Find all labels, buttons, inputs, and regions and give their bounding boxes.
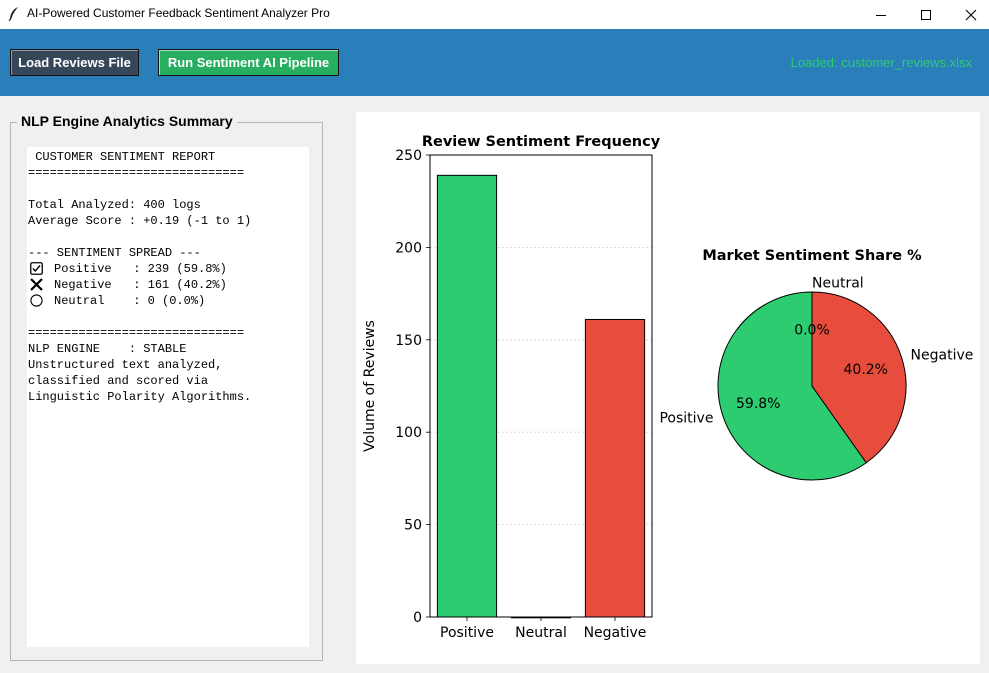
- report-line: ==============================: [28, 165, 309, 181]
- pie-slice-positive: [717, 291, 867, 481]
- summary-report-text[interactable]: CUSTOMER SENTIMENT REPORT ===============…: [27, 147, 309, 647]
- circle-icon: [28, 293, 44, 309]
- status-label: Loaded: customer_reviews.xlsx: [790, 55, 972, 70]
- report-line: ==============================: [28, 325, 309, 341]
- report-line-text: CUSTOMER SENTIMENT REPORT: [28, 150, 216, 164]
- report-line: Unstructured text analyzed,: [28, 357, 309, 373]
- report-line: Total Analyzed: 400 logs: [28, 197, 309, 213]
- summary-frame-title: NLP Engine Analytics Summary: [17, 113, 237, 129]
- report-line-text: ==============================: [28, 326, 245, 340]
- report-line-text: [28, 309, 35, 325]
- load-reviews-button[interactable]: Load Reviews File: [10, 49, 139, 76]
- minimize-icon: [876, 14, 886, 16]
- bar-axes-frame: [429, 154, 653, 618]
- pie-label: Neutral: [812, 276, 864, 292]
- y-tick-label: 200: [395, 240, 422, 256]
- report-line: NLP ENGINE : STABLE: [28, 341, 309, 357]
- pie-pct-label: 0.0%: [794, 323, 830, 339]
- report-line-text: ==============================: [28, 166, 245, 180]
- cross-icon: [28, 277, 44, 293]
- run-pipeline-button[interactable]: Run Sentiment AI Pipeline: [158, 49, 339, 76]
- report-line-text: Unstructured text analyzed,: [28, 358, 223, 372]
- y-tick-label: 0: [413, 610, 422, 626]
- bar-chart-title: Review Sentiment Frequency: [422, 134, 661, 150]
- report-line: [28, 309, 309, 325]
- x-tick-label: Neutral: [515, 625, 567, 641]
- report-line-text: [28, 229, 35, 245]
- report-line-text: Negative : 161 (40.2%): [54, 278, 227, 292]
- x-tick-label: Positive: [440, 625, 494, 641]
- report-line-text: classified and scored via: [28, 374, 209, 388]
- report-line: Positive : 239 (59.8%): [28, 261, 309, 277]
- y-tick-label: 250: [395, 148, 422, 164]
- pie-label: Negative: [911, 348, 974, 364]
- window-title: AI-Powered Customer Feedback Sentiment A…: [27, 6, 330, 20]
- report-line: Negative : 161 (40.2%): [28, 277, 309, 293]
- feather-icon: [7, 6, 21, 22]
- bar-negative: [584, 318, 646, 618]
- y-tick-label: 100: [395, 425, 422, 441]
- report-line-text: NLP ENGINE : STABLE: [28, 342, 187, 356]
- maximize-button[interactable]: [903, 0, 949, 29]
- chart-canvas: Positive Neutral Negative 0 50 100 150 200 250 Re…: [356, 112, 980, 664]
- toolbar: Load Reviews File Run Sentiment AI Pipel…: [0, 29, 989, 96]
- pie-slice-negative: [811, 291, 907, 464]
- report-line-text: Linguistic Polarity Algorithms.: [28, 390, 252, 404]
- report-line-text: Neutral : 0 (0.0%): [54, 294, 206, 308]
- pie-chart-title: Market Sentiment Share %: [702, 248, 922, 264]
- report-line: Average Score : +0.19 (-1 to 1): [28, 213, 309, 229]
- x-tick-label: Negative: [584, 625, 647, 641]
- report-line-text: Total Analyzed: 400 logs: [28, 198, 201, 212]
- minimize-button[interactable]: [858, 0, 904, 29]
- bar-positive: [436, 174, 498, 618]
- title-bar: AI-Powered Customer Feedback Sentiment A…: [0, 0, 989, 29]
- bar-chart-ylabel: Volume of Reviews: [362, 320, 378, 452]
- report-line: Neutral : 0 (0.0%): [28, 293, 309, 309]
- charts-svg: Positive Neutral Negative 0 50 100 150 200 250Re…: [362, 134, 974, 641]
- report-line-text: Average Score : +0.19 (-1 to 1): [28, 214, 252, 228]
- report-line: Linguistic Polarity Algorithms.: [28, 389, 309, 405]
- close-icon: [965, 9, 977, 20]
- pie-pct-label: 59.8%: [736, 396, 780, 412]
- pie-label: Positive: [659, 410, 713, 426]
- report-line-text: [28, 181, 35, 197]
- pie-pct-label: 40.2%: [844, 362, 888, 378]
- report-line: CUSTOMER SENTIMENT REPORT: [28, 149, 309, 165]
- report-line: [28, 229, 309, 245]
- report-line: classified and scored via: [28, 373, 309, 389]
- close-button[interactable]: [948, 0, 989, 29]
- maximize-icon: [921, 9, 931, 20]
- report-line: --- SENTIMENT SPREAD ---: [28, 245, 309, 261]
- y-tick-label: 50: [404, 518, 422, 534]
- report-line-text: Positive : 239 (59.8%): [54, 262, 227, 276]
- y-tick-label: 150: [395, 333, 422, 349]
- report-line-text: --- SENTIMENT SPREAD ---: [28, 246, 201, 260]
- checkbox-icon: [28, 261, 44, 277]
- report-line: [28, 181, 309, 197]
